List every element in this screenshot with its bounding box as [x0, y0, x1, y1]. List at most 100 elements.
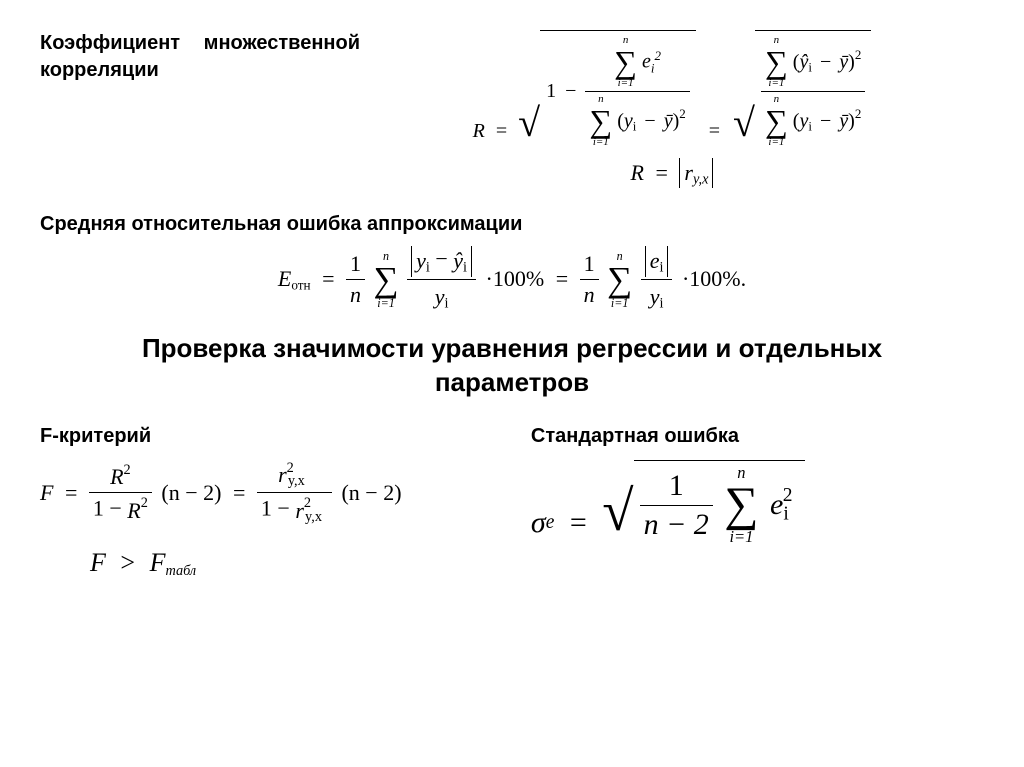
r: r [295, 498, 304, 524]
rsub: y,x [288, 473, 305, 489]
nm2: (n − 2) [337, 480, 401, 506]
formula-R-abs: R = ry,x [360, 158, 984, 188]
minus: − [277, 496, 289, 521]
sym-eq: = [490, 120, 513, 143]
frac-yy: yi − ŷi yi [407, 246, 476, 312]
sym-eq2: = [701, 120, 728, 143]
e-sup: 2 [783, 485, 793, 506]
sum-icon: n ∑ i=1 [374, 250, 399, 309]
eq: = [316, 266, 340, 292]
den-1mR2: 1 − R2 [89, 493, 152, 523]
sqrt-sigma: √ 1 n − 2 n ∑ i=1 ei2 [602, 460, 804, 546]
sub-i: i [808, 60, 812, 75]
col-std-error: Стандартная ошибка σe = √ 1 n − 2 n ∑ [531, 425, 984, 546]
minus: − [561, 80, 580, 103]
col-f-criterion: F-критерий F = R2 1 − R2 (n − 2) = r2y,x… [40, 425, 493, 581]
den-yi: yi [407, 280, 476, 312]
sum-icon: n ∑ i=1 [765, 94, 788, 148]
sub-i: i [808, 119, 812, 134]
radicand-2: n ∑ i=1 (ŷi − ȳ)2 n ∑ [755, 30, 871, 148]
minus: − [817, 110, 834, 133]
E: E [278, 266, 291, 292]
sub-i: i [426, 260, 430, 276]
r: r [278, 462, 287, 488]
den-n: n [580, 280, 599, 308]
formula-E-rel: Eотн = 1 n n ∑ i=1 yi − ŷi yi ·100% = 1 … [40, 246, 984, 312]
radical-icon: √ [518, 99, 540, 148]
r: r [684, 160, 693, 186]
sup2: 2 [855, 47, 862, 62]
y: y [435, 284, 445, 310]
radical-icon: √ [602, 479, 633, 546]
den-1: n ∑ i=1 (yi − ȳ)2 [585, 92, 689, 148]
eq: = [227, 480, 251, 506]
paren: ) [848, 51, 855, 74]
sub-i: i [633, 119, 637, 134]
sqrt-1: √ 1 − n ∑ i=1 ei2 [518, 30, 696, 148]
sum-icon: n ∑ i=1 [589, 94, 612, 148]
sym-R: R [473, 120, 485, 143]
frac-1n-b: 1 n [580, 251, 599, 308]
sub-i: i [659, 260, 663, 276]
sq: 2 [124, 462, 131, 478]
one: 1 [261, 496, 272, 521]
den-yi: yi [641, 280, 673, 312]
frac-ryx: r2y,x 1 − r2y,x [257, 460, 332, 526]
nm2: (n − 2) [157, 480, 221, 506]
times100: ·100% [678, 266, 741, 292]
sub-i: i [659, 295, 663, 311]
sum-icon: n ∑ i=1 [614, 35, 637, 89]
e: e [770, 488, 783, 522]
label-f-criterion: F-критерий [40, 425, 493, 448]
sigma-icon: ∑ [765, 105, 788, 137]
num-abs: yi − ŷi [407, 246, 476, 279]
abs-icon: ry,x [679, 158, 713, 188]
frac-1nm2: 1 n − 2 [640, 469, 713, 542]
paren: ) [848, 110, 855, 133]
sup2: 2 [855, 106, 862, 121]
num-R2: R2 [89, 462, 152, 493]
F: F [40, 480, 53, 506]
one: 1 [93, 496, 104, 521]
sigma-icon: ∑ [607, 262, 632, 297]
e: e [650, 248, 660, 274]
minus: − [641, 110, 658, 133]
F: F [90, 548, 106, 578]
ybar: ȳ [839, 110, 848, 133]
label-approx-error: Средняя относительная ошибка аппроксимац… [40, 213, 984, 236]
rsub: y,x [305, 509, 322, 525]
tabl-sub: табл [165, 563, 196, 579]
row-bottom: F-критерий F = R2 1 − R2 (n − 2) = r2y,x… [40, 425, 984, 581]
y: y [650, 284, 660, 310]
yhat: ŷ [453, 248, 463, 274]
ybar: ȳ [664, 110, 673, 133]
radical-icon: √ [733, 99, 755, 148]
sigma-icon: ∑ [589, 105, 612, 137]
num-2: n ∑ i=1 (ŷi − ȳ)2 [761, 35, 865, 92]
sub-i: i [444, 295, 448, 311]
eq: = [649, 160, 673, 186]
times100: ·100% [482, 266, 545, 292]
frac-R2: R2 1 − R2 [89, 462, 152, 524]
eq: = [562, 506, 595, 540]
formula-F-compare: F > Fтабл [90, 546, 493, 580]
page-root: Коэффициент множественной корреляции R =… [0, 0, 1024, 767]
abs-icon: ei [645, 246, 669, 276]
sigma-icon: ∑ [374, 262, 399, 297]
frac-1: n ∑ i=1 ei2 n ∑ i=1 ( [585, 35, 689, 148]
sub-i: i [463, 260, 467, 276]
num1: 1 [580, 251, 599, 280]
eq: = [550, 266, 574, 292]
sum-icon: n ∑ i=1 [765, 35, 788, 89]
minus: − [817, 51, 834, 74]
lim-bot: i=1 [724, 529, 758, 546]
den-2: n ∑ i=1 (yi − ȳ)2 [761, 92, 865, 148]
R: R [127, 498, 140, 524]
formula-F: F = R2 1 − R2 (n − 2) = r2y,x 1 − r2y,x … [40, 460, 493, 526]
num-ryx: r2y,x [257, 460, 332, 494]
y: y [624, 110, 633, 133]
R: R [631, 160, 644, 186]
nm2: n − 2 [640, 506, 713, 542]
formula-sigma-e: σe = √ 1 n − 2 n ∑ i=1 ei2 [531, 460, 984, 546]
abs-icon: yi − ŷi [411, 246, 472, 276]
